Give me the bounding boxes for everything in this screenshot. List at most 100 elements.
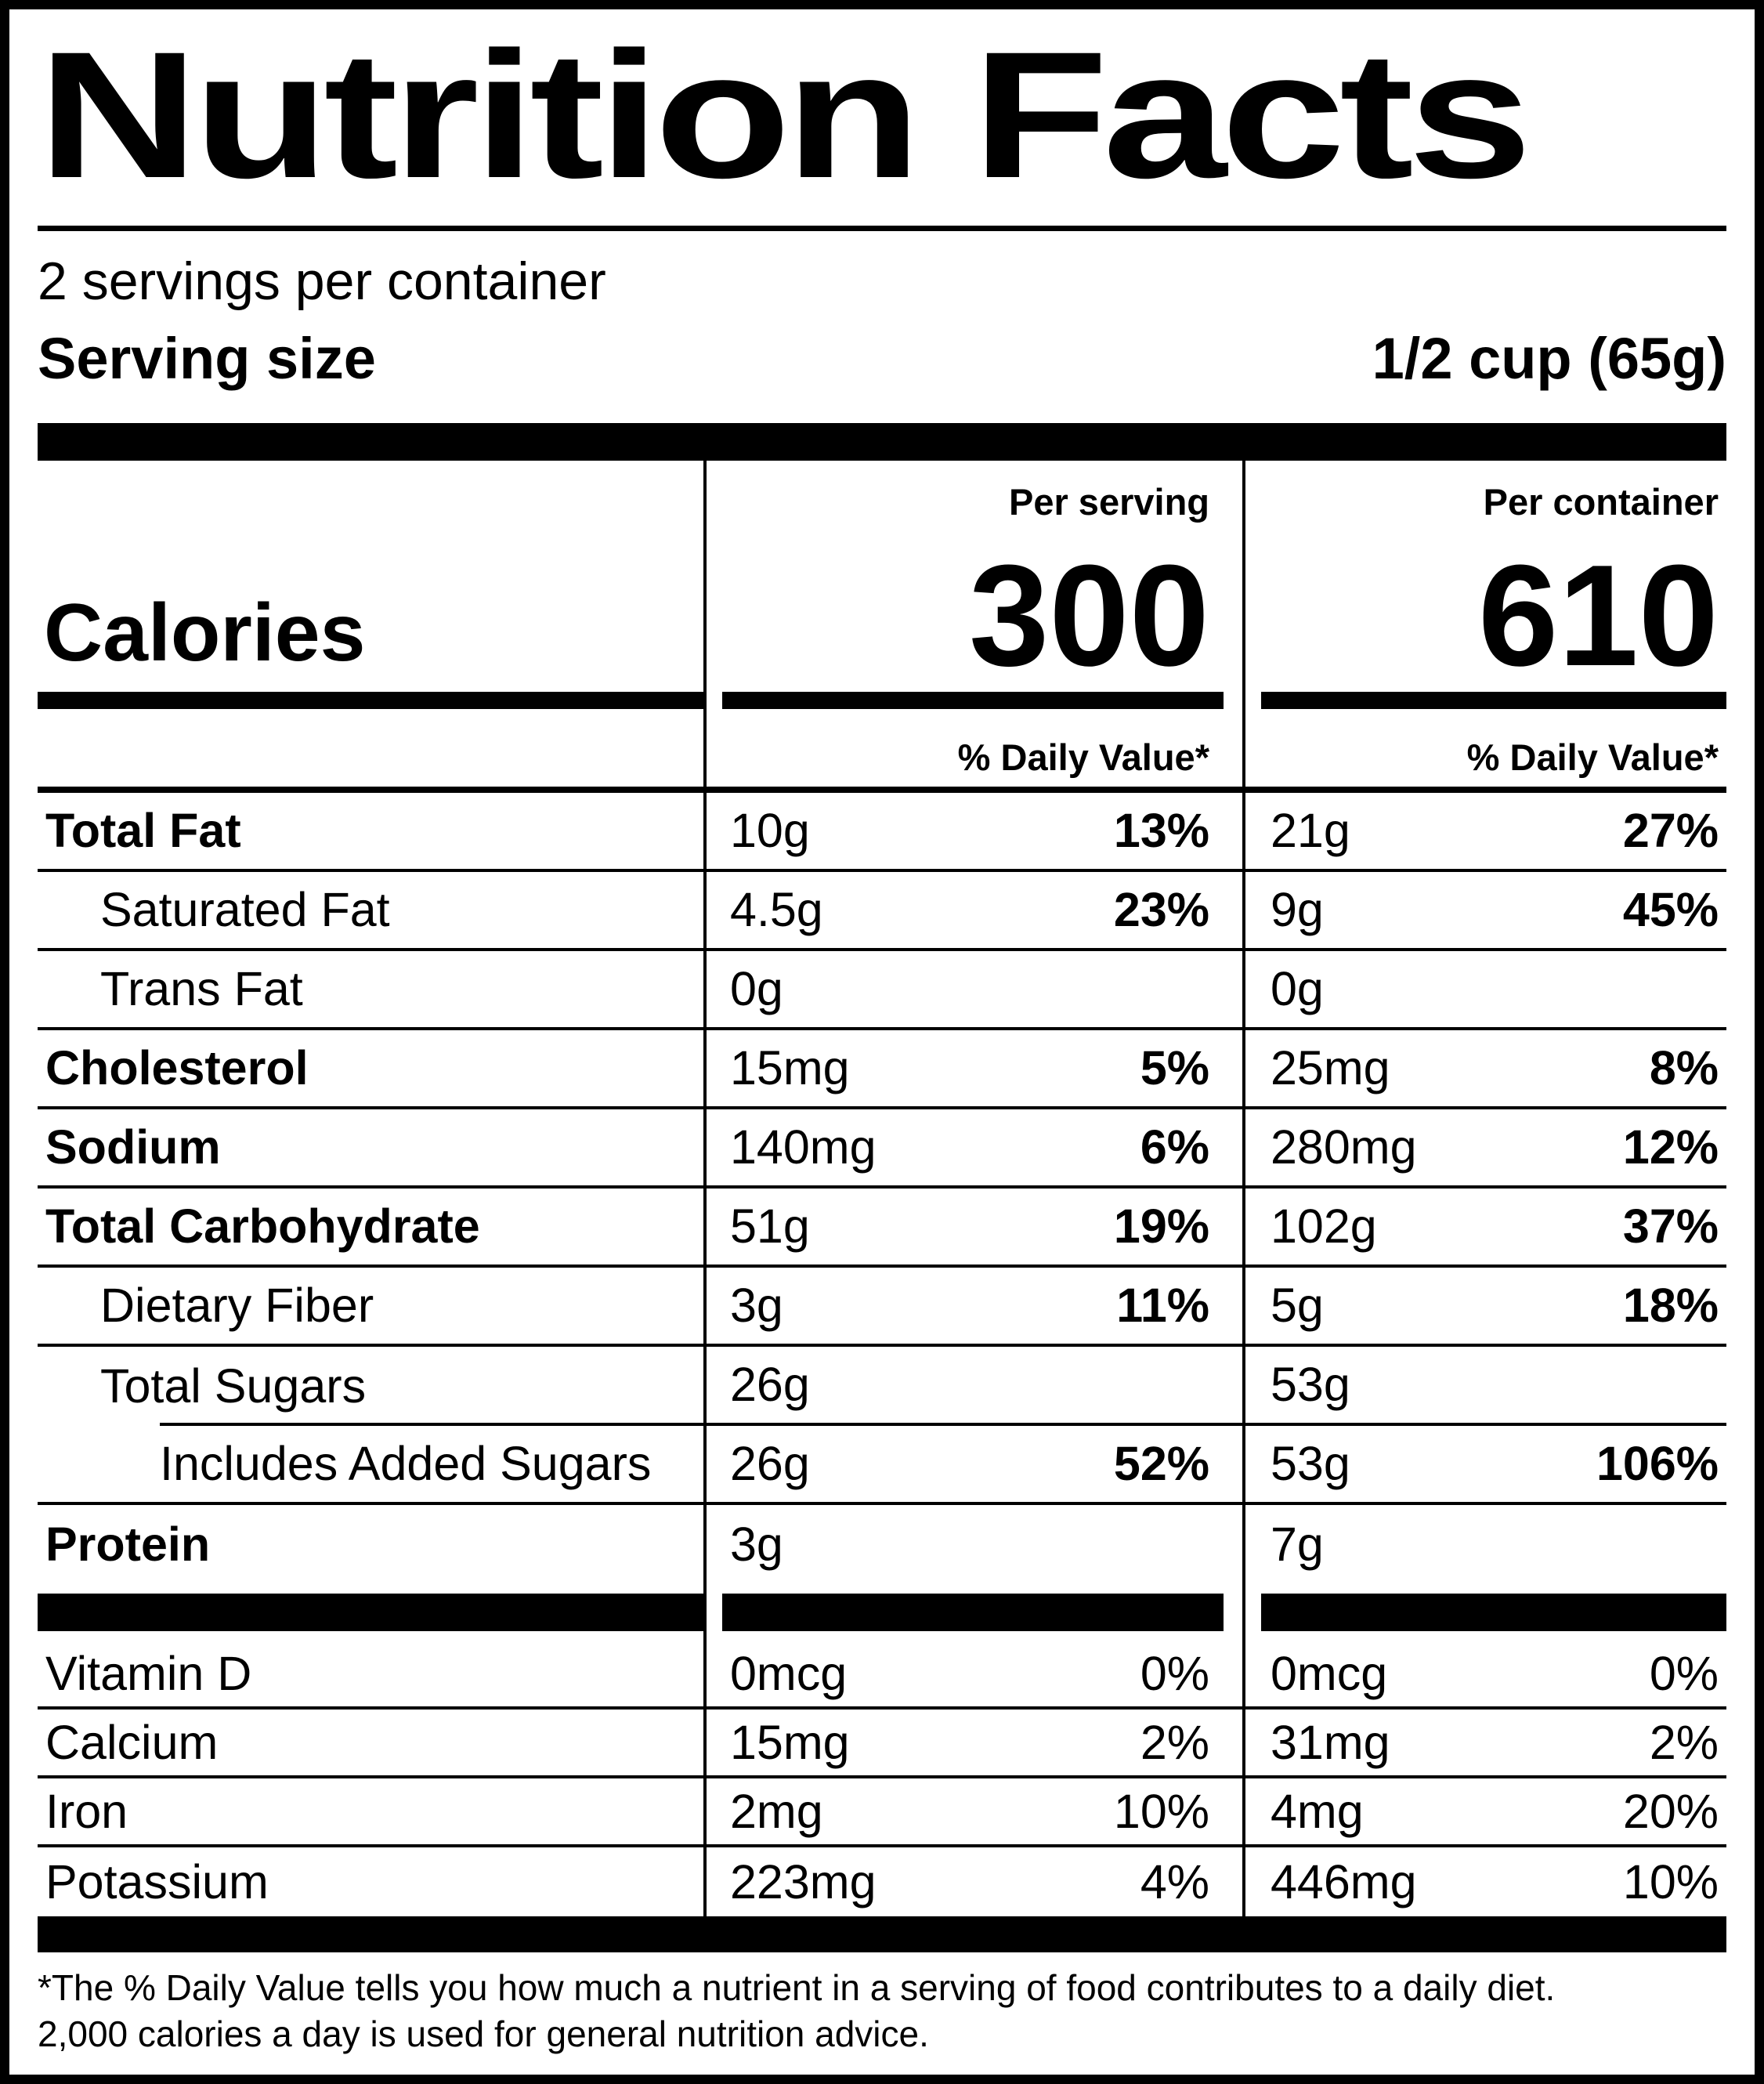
daily-value-header-serving: % Daily Value* [957,736,1209,778]
nutrient-name: Vitamin D [45,1646,252,1700]
dv-per-serving: 11% [1116,1279,1209,1333]
daily-value-spacer [38,717,707,793]
title-divider [38,226,1726,231]
calories-row: Calories 300 610 [38,526,1726,696]
daily-value-header-row: % Daily Value* % Daily Value* [38,717,1726,793]
per-serving-header: Per serving [1008,480,1209,523]
amount-per-container: 21g [1271,804,1350,858]
bar-segment [722,1593,1224,1631]
row-dietary-fiber: Dietary Fiber 3g 11% 5g 18% [38,1267,1726,1347]
nutrient-name: Cholesterol [45,1041,309,1095]
dv-per-container: 27% [1622,804,1719,858]
bar-segment [38,691,703,709]
dv-per-container: 106% [1596,1437,1719,1491]
amount-per-container: 0mcg [1271,1646,1388,1700]
row-protein: Protein 3g 7g [38,1504,1726,1584]
row-saturated-fat: Saturated Fat 4.5g 23% 9g 45% [38,871,1726,951]
daily-value-header-container-cell: % Daily Value* [1245,718,1726,793]
calories-label: Calories [44,588,366,678]
footnote-line-1: *The % Daily Value tells you how much a … [38,1966,1556,2008]
footnote-line-2: 2,000 calories a day is used for general… [38,2013,929,2055]
row-cholesterol: Cholesterol 15mg 5% 25mg 8% [38,1029,1726,1109]
amount-per-container: 9g [1271,883,1324,937]
servings-per-container: 2 servings per container [38,251,606,311]
amount-per-serving: 3g [730,1279,783,1333]
column-headers-row: Per serving Per container [38,460,1726,526]
vitamins-separator-row [38,1583,1726,1641]
nutrient-name: Includes Added Sugars [160,1437,652,1491]
dv-per-serving: 4% [1140,1854,1209,1909]
amount-per-container: 446mg [1271,1854,1417,1909]
dv-per-container: 12% [1622,1120,1719,1174]
nutrient-name: Iron [45,1784,128,1838]
dv-per-serving: 2% [1140,1715,1209,1769]
amount-per-container: 102g [1271,1199,1377,1254]
amount-per-container: 53g [1271,1358,1350,1412]
dv-per-serving: 0% [1140,1646,1209,1700]
nutrient-name: Dietary Fiber [100,1279,374,1333]
amount-per-serving: 15mg [730,1041,850,1095]
dv-per-container: 45% [1622,883,1719,937]
amount-per-serving: 0mcg [730,1646,848,1700]
row-total-sugars: Total Sugars 26g 53g [38,1346,1726,1426]
amount-per-serving: 0g [730,962,783,1016]
inset-divider [160,1422,703,1426]
nutrient-name: Calcium [45,1715,219,1769]
amount-per-container: 4mg [1271,1784,1364,1838]
amount-per-serving: 10g [730,804,810,858]
daily-value-header-container: % Daily Value* [1466,736,1719,778]
calories-label-cell: Calories [38,526,707,683]
dv-per-container: 10% [1622,1854,1719,1909]
column-header-spacer [38,460,707,526]
thick-separator-bar-top [38,422,1726,461]
amount-per-container: 7g [1271,1518,1324,1572]
thick-separator-bar-bottom [38,1916,1726,1952]
row-potassium: Potassium 223mg 4% 446mg 10% [38,1847,1726,1916]
dv-per-serving: 5% [1140,1041,1209,1095]
calories-per-serving-value: 300 [969,534,1209,696]
per-serving-header-cell: Per serving [707,460,1245,526]
amount-per-container: 25mg [1271,1041,1390,1095]
nutrient-name: Total Fat [45,804,241,858]
row-calcium: Calcium 15mg 2% 31mg 2% [38,1709,1726,1778]
serving-size-row: Serving size 1/2 cup (65g) [38,325,1726,392]
nutrient-name: Trans Fat [100,962,303,1016]
calories-underline-row [38,682,1726,718]
dv-per-container: 37% [1622,1199,1719,1254]
nutrient-name: Sodium [45,1120,221,1174]
calories-underline-right [1245,683,1726,718]
bar-segment [1261,691,1726,709]
dv-per-serving: 13% [1113,804,1209,858]
amount-per-serving: 51g [730,1199,810,1254]
calories-per-serving-cell: 300 [707,526,1245,696]
dv-per-container: 18% [1622,1279,1719,1333]
amount-per-serving: 3g [730,1518,783,1572]
serving-size-label: Serving size [38,325,376,391]
amount-per-container: 53g [1271,1437,1350,1491]
row-total-fat: Total Fat 10g 13% 21g 27% [38,792,1726,872]
row-iron: Iron 2mg 10% 4mg 20% [38,1778,1726,1847]
per-container-header-cell: Per container [1245,461,1726,526]
calories-per-container-value: 610 [1478,534,1719,696]
amount-per-container: 280mg [1271,1120,1417,1174]
bar-segment [38,1593,703,1631]
bar-segment [722,691,1224,709]
dv-per-serving: 6% [1140,1120,1209,1174]
row-added-sugars: Includes Added Sugars 26g 52% 53g 106% [38,1425,1726,1505]
per-container-header: Per container [1483,480,1719,523]
dv-per-serving: 10% [1113,1784,1209,1838]
amount-per-serving: 15mg [730,1715,850,1769]
bar-segment [1261,1593,1726,1631]
amount-per-serving: 26g [730,1437,810,1491]
amount-per-serving: 26g [730,1358,810,1412]
amount-per-serving: 4.5g [730,883,823,937]
serving-size-value: 1/2 cup (65g) [1372,325,1726,391]
row-total-carbohydrate: Total Carbohydrate 51g 19% 102g 37% [38,1188,1726,1268]
amount-per-serving: 140mg [730,1120,877,1174]
dv-per-serving: 23% [1113,883,1209,937]
dv-per-serving: 19% [1113,1199,1209,1254]
dv-per-container: 8% [1649,1041,1719,1095]
row-sodium: Sodium 140mg 6% 280mg 12% [38,1109,1726,1189]
nutrient-name: Saturated Fat [100,883,390,937]
